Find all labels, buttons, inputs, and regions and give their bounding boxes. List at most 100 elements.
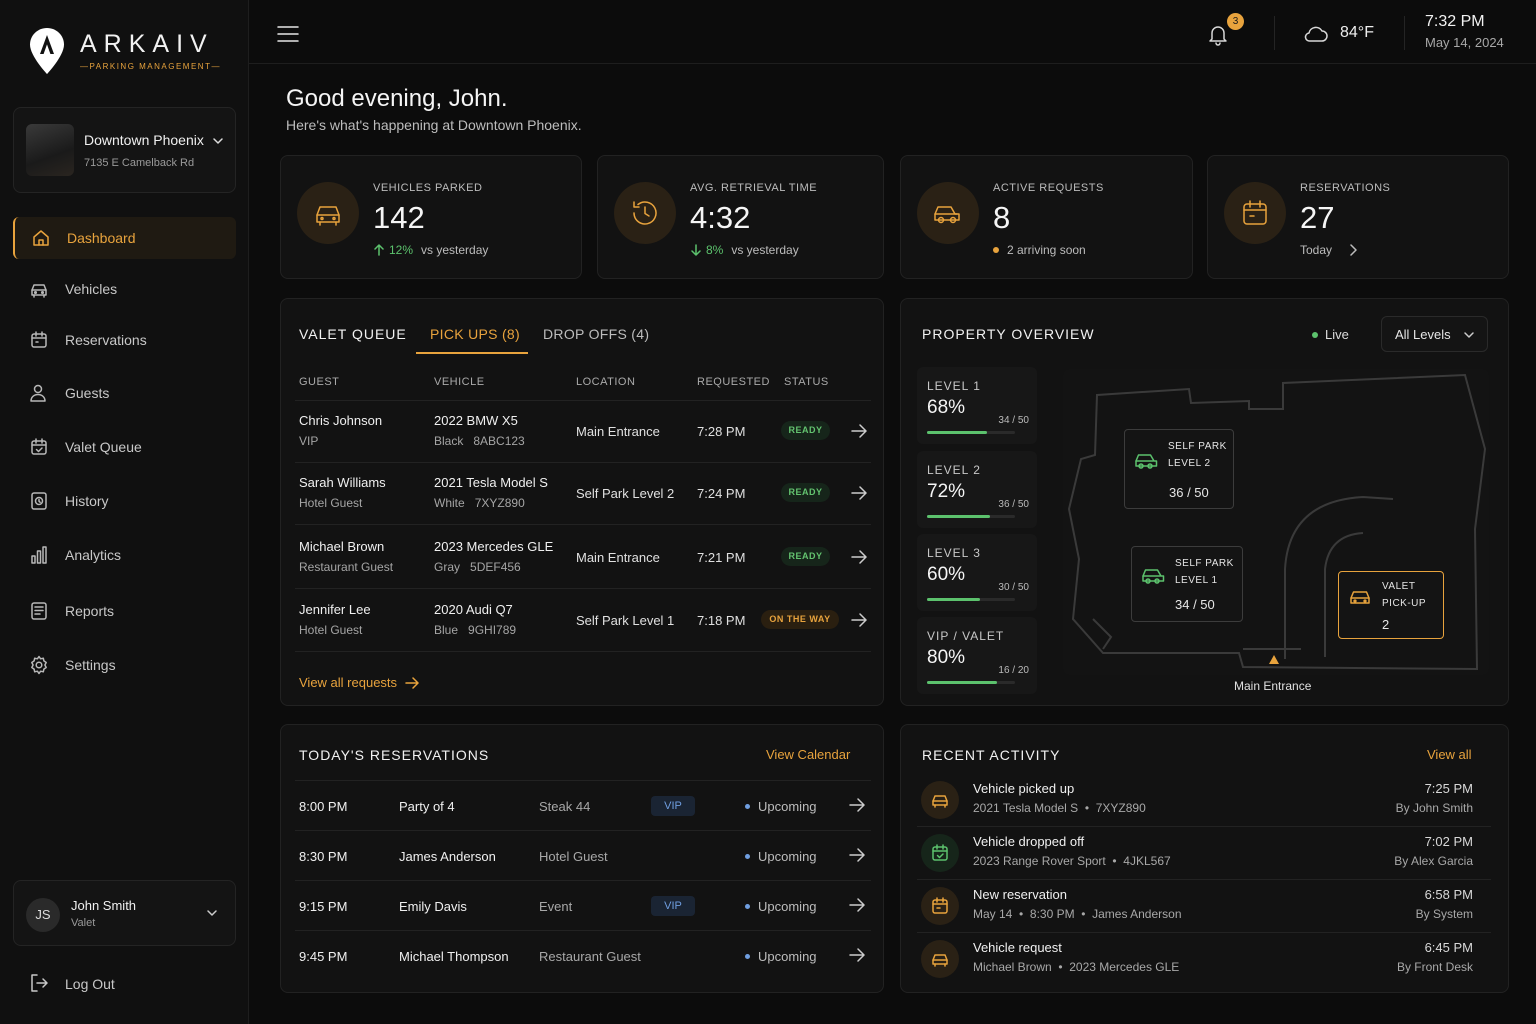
- arrow-right-icon[interactable]: [851, 486, 867, 500]
- requested-time: 7:28 PM: [697, 424, 746, 439]
- requested-time: 7:24 PM: [697, 486, 746, 501]
- activity-item[interactable]: Vehicle request Michael Brown • 2023 Mer…: [917, 933, 1491, 986]
- page-title: Good evening, John.: [286, 85, 508, 112]
- level-card[interactable]: LEVEL 3 60% 30 / 50: [917, 534, 1037, 611]
- arrow-right-icon[interactable]: [849, 848, 865, 862]
- sidebar-item-settings[interactable]: Settings: [13, 644, 236, 686]
- activity-item[interactable]: Vehicle dropped off 2023 Range Rover Spo…: [917, 827, 1491, 880]
- vehicle-color-plate: Blue 9GHI789: [434, 623, 517, 637]
- sidebar-item-vehicles[interactable]: Vehicles: [13, 268, 236, 310]
- property-overview-panel: PROPERTY OVERVIEW Live All Levels LEVEL …: [900, 298, 1509, 706]
- map-zone-valet-pickup[interactable]: VALET PICK-UP 2: [1338, 571, 1444, 639]
- hamburger-menu-icon[interactable]: [277, 24, 299, 44]
- level-card[interactable]: LEVEL 2 72% 36 / 50: [917, 451, 1037, 528]
- sidebar-item-history[interactable]: History: [13, 480, 236, 522]
- table-row[interactable]: Michael Brown Restaurant Guest 2023 Merc…: [295, 527, 871, 589]
- list-item[interactable]: 9:15 PM Emily Davis Event VIP Upcoming: [295, 881, 871, 931]
- bell-icon[interactable]: [1207, 22, 1229, 46]
- level-percent: 68%: [927, 397, 966, 418]
- table-row[interactable]: Sarah Williams Hotel Guest 2021 Tesla Mo…: [295, 463, 871, 525]
- stat-card-vehicles-parked: VEHICLES PARKED 142 12% vs yesterday: [280, 155, 582, 279]
- arrow-right-icon[interactable]: [849, 798, 865, 812]
- zone-label: VALET PICK-UP: [1382, 581, 1427, 609]
- view-all-requests-link[interactable]: View all requests: [299, 675, 420, 690]
- logo-pin-icon: [28, 26, 66, 76]
- view-calendar-link[interactable]: View Calendar: [766, 747, 851, 762]
- calendar-check-icon: [921, 834, 959, 872]
- activity-actor: By Alex Garcia: [1394, 854, 1473, 868]
- column-header: LOCATION: [576, 376, 636, 388]
- sidebar-item-reservations[interactable]: Reservations: [13, 319, 236, 361]
- notification-badge: 3: [1227, 13, 1244, 30]
- sidebar: ARKAIV —PARKING MANAGEMENT— Downtown Pho…: [0, 0, 249, 1024]
- sidebar-item-analytics[interactable]: Analytics: [13, 534, 236, 576]
- activity-time: 7:25 PM: [1424, 781, 1473, 796]
- stat-note[interactable]: Today: [1300, 243, 1358, 257]
- home-icon: [31, 228, 51, 248]
- section-title: PROPERTY OVERVIEW: [922, 326, 1095, 342]
- table-row[interactable]: Jennifer Lee Hotel Guest 2020 Audi Q7 Bl…: [295, 590, 871, 652]
- property-selector[interactable]: Downtown Phoenix 7135 E Camelback Rd: [13, 107, 236, 193]
- requested-time: 7:21 PM: [697, 550, 746, 565]
- list-item[interactable]: 8:30 PM James Anderson Hotel Guest Upcom…: [295, 831, 871, 881]
- arrow-right-icon[interactable]: [851, 424, 867, 438]
- arrow-right-icon[interactable]: [851, 550, 867, 564]
- activity-item[interactable]: New reservation May 14 • 8:30 PM • James…: [917, 880, 1491, 933]
- arrow-right-icon[interactable]: [849, 948, 865, 962]
- sidebar-item-label: Dashboard: [67, 230, 136, 246]
- reservation-name: Party of 4: [399, 799, 455, 814]
- tab-drop-offs[interactable]: DROP OFFS (4): [543, 326, 650, 342]
- map-zone-self-park-level-1[interactable]: SELF PARK LEVEL 1 34 / 50: [1131, 546, 1243, 622]
- trend-value: 8%: [706, 243, 724, 257]
- arrow-up-icon: [373, 244, 385, 256]
- sidebar-item-label: Settings: [65, 657, 116, 673]
- arrow-right-icon[interactable]: [851, 613, 867, 627]
- level-name: LEVEL 3: [927, 546, 981, 560]
- list-item[interactable]: 8:00 PM Party of 4 Steak 44 VIP Upcoming: [295, 781, 871, 831]
- occupancy-fill: [927, 681, 998, 684]
- stat-label: RESERVATIONS: [1300, 182, 1391, 194]
- table-row[interactable]: Chris Johnson VIP 2022 BMW X5 Black 8ABC…: [295, 401, 871, 463]
- arrow-right-icon[interactable]: [849, 898, 865, 912]
- level-card[interactable]: VIP / VALET 80% 16 / 20: [917, 617, 1037, 694]
- reservation-name: Michael Thompson: [399, 949, 509, 964]
- stat-trend: 12% vs yesterday: [373, 243, 488, 257]
- user-role: Valet: [71, 917, 96, 929]
- user-menu[interactable]: JS John Smith Valet: [13, 880, 236, 946]
- divider: [1404, 16, 1405, 50]
- user-icon: [29, 383, 49, 403]
- page-subtitle: Here's what's happening at Downtown Phoe…: [286, 117, 582, 133]
- note-text: Today: [1300, 243, 1333, 257]
- sidebar-item-valet-queue[interactable]: Valet Queue: [13, 426, 236, 468]
- sidebar-item-reports[interactable]: Reports: [13, 590, 236, 632]
- column-header: REQUESTED: [697, 376, 770, 388]
- trend-text: vs yesterday: [421, 243, 489, 257]
- vehicle-color-plate: White 7XYZ890: [434, 496, 525, 510]
- sidebar-item-dashboard[interactable]: Dashboard: [13, 217, 236, 259]
- tab-pick-ups[interactable]: PICK UPS (8): [430, 326, 520, 342]
- activity-detail: Michael Brown • 2023 Mercedes GLE: [973, 960, 1180, 974]
- live-label: Live: [1325, 327, 1349, 342]
- occupancy-bar: [927, 598, 1015, 601]
- level-card[interactable]: LEVEL 1 68% 34 / 50: [917, 367, 1037, 444]
- vip-badge: VIP: [651, 796, 695, 816]
- sidebar-item-guests[interactable]: Guests: [13, 372, 236, 414]
- vehicle-location: Main Entrance: [576, 550, 660, 565]
- stat-card-reservations[interactable]: RESERVATIONS 27 Today: [1207, 155, 1509, 279]
- reservation-status: Upcoming: [745, 799, 817, 814]
- level-filter-select[interactable]: All Levels: [1381, 316, 1488, 352]
- car-icon: [29, 279, 49, 299]
- level-percent: 60%: [927, 564, 966, 585]
- car-icon: [921, 940, 959, 978]
- activity-actor: By Front Desk: [1396, 960, 1473, 974]
- list-item[interactable]: 9:45 PM Michael Thompson Restaurant Gues…: [295, 931, 871, 981]
- zone-count: 34 / 50: [1175, 597, 1215, 612]
- activity-item[interactable]: Vehicle picked up 2021 Tesla Model S • 7…: [917, 774, 1491, 827]
- stat-value: 27: [1300, 200, 1335, 235]
- status-dot: [745, 854, 750, 859]
- map-zone-self-park-level-2[interactable]: SELF PARK LEVEL 2 36 / 50: [1124, 429, 1234, 509]
- reservation-status: Upcoming: [745, 899, 817, 914]
- activity-title: New reservation: [973, 887, 1067, 902]
- stat-trend: 8% vs yesterday: [690, 243, 799, 257]
- view-all-activity-link[interactable]: View all: [1427, 747, 1472, 762]
